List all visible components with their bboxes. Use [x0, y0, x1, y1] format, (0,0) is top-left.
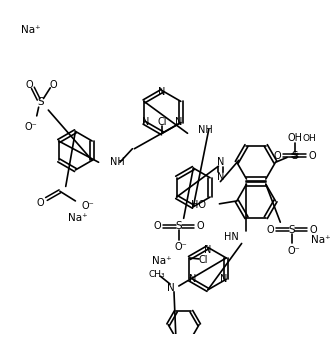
- Text: O: O: [309, 225, 317, 235]
- Text: OH: OH: [287, 133, 302, 143]
- Text: Cl: Cl: [158, 117, 167, 127]
- Text: O: O: [37, 198, 44, 208]
- Text: NH: NH: [110, 157, 125, 167]
- Text: N: N: [220, 274, 227, 284]
- Text: O: O: [267, 225, 275, 235]
- Text: N: N: [175, 117, 183, 127]
- Text: O: O: [25, 80, 33, 90]
- Text: HO: HO: [191, 200, 206, 210]
- Text: O: O: [308, 151, 316, 160]
- Text: Cl: Cl: [198, 255, 208, 265]
- Text: Na⁺: Na⁺: [21, 25, 41, 35]
- Text: N: N: [142, 117, 150, 127]
- Text: N: N: [217, 172, 224, 182]
- Text: N: N: [167, 283, 175, 293]
- Text: N: N: [189, 274, 196, 284]
- Text: S: S: [37, 97, 44, 107]
- Text: S: S: [289, 225, 295, 235]
- Text: NH: NH: [198, 125, 213, 135]
- Text: Na⁺: Na⁺: [152, 256, 171, 266]
- Text: S: S: [176, 221, 182, 231]
- Text: Na⁺: Na⁺: [311, 235, 331, 244]
- Text: Na⁺: Na⁺: [67, 213, 87, 223]
- Text: O⁻: O⁻: [81, 201, 94, 211]
- Text: O: O: [154, 221, 161, 231]
- Text: O⁻: O⁻: [288, 246, 300, 256]
- Text: S: S: [291, 151, 298, 160]
- Text: O: O: [196, 221, 204, 231]
- Text: O⁻: O⁻: [174, 242, 187, 252]
- Text: O⁻: O⁻: [25, 122, 37, 133]
- Text: OH: OH: [302, 134, 316, 142]
- Text: O: O: [274, 151, 281, 160]
- Text: N: N: [158, 87, 165, 97]
- Text: N: N: [217, 157, 224, 167]
- Text: HN: HN: [224, 232, 239, 242]
- Text: CH₃: CH₃: [148, 270, 165, 279]
- Text: N: N: [204, 245, 211, 255]
- Text: O: O: [49, 80, 57, 90]
